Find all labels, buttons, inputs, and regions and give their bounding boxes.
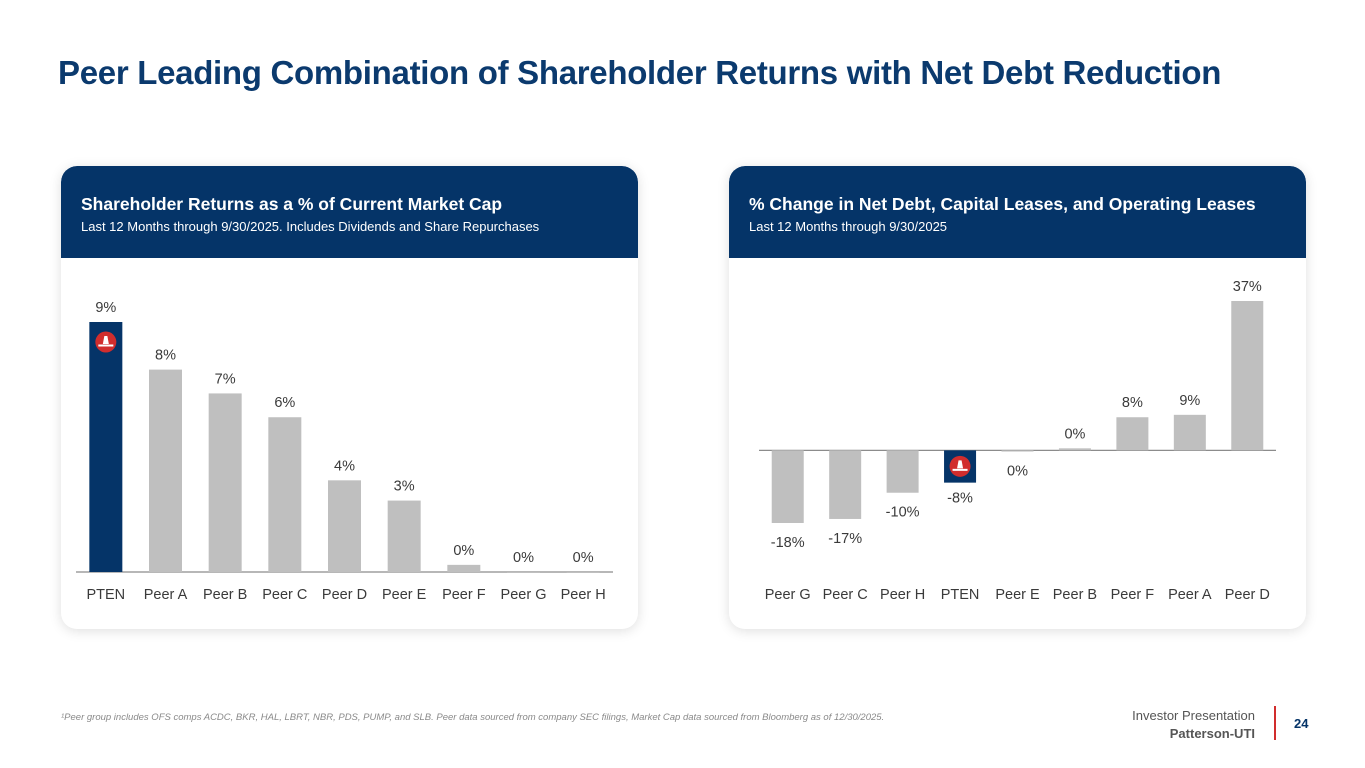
- net-debt-bar-peer-d: [1231, 301, 1264, 451]
- presentation-label: Investor Presentation: [1132, 708, 1255, 723]
- brand-block: Investor Presentation Patterson-UTI: [1132, 708, 1255, 741]
- net-debt-category-label-peer-f: Peer F: [1111, 587, 1155, 603]
- net-debt-bar-peer-c: [829, 450, 862, 519]
- returns-bar-peer-f: [447, 564, 481, 572]
- net-debt-bar-peer-g: [771, 450, 804, 523]
- net-debt-data-label-pten: -8%: [947, 491, 973, 507]
- returns-data-label-peer-c: 6%: [274, 395, 295, 411]
- net-debt-data-label-peer-e: 0%: [1007, 464, 1028, 480]
- returns-category-label-pten: PTEN: [86, 587, 125, 603]
- returns-data-label-pten: 9%: [95, 300, 116, 316]
- net-debt-change-title: % Change in Net Debt, Capital Leases, an…: [749, 194, 1256, 214]
- returns-data-label-peer-d: 4%: [334, 458, 355, 474]
- returns-patterson-uti-logo-icon-0: [95, 331, 117, 353]
- net-debt-data-label-peer-g: -18%: [771, 535, 805, 551]
- returns-bar-peer-c: [268, 417, 302, 572]
- returns-bar-peer-a: [149, 369, 182, 572]
- net-debt-patterson-uti-logo-icon-3: [949, 455, 971, 477]
- returns-bar-pten: [89, 322, 123, 572]
- net-debt-bar-peer-e: [1001, 450, 1034, 452]
- net-debt-category-label-peer-c: Peer C: [823, 587, 868, 603]
- returns-data-label-peer-h: 0%: [573, 550, 594, 566]
- net-debt-category-label-peer-g: Peer G: [765, 587, 811, 603]
- net-debt-bar-peer-h: [886, 450, 919, 493]
- shareholder-returns-card: Shareholder Returns as a % of Current Ma…: [61, 166, 638, 629]
- net-debt-change-chart: -18% Peer G -17% Peer C -10% Peer H -8% PTEN 0% P…: [759, 279, 1276, 603]
- net-debt-change-header: % Change in Net Debt, Capital Leases, an…: [729, 166, 1306, 258]
- returns-data-label-peer-a: 8%: [155, 348, 176, 364]
- returns-category-label-peer-d: Peer D: [322, 587, 367, 603]
- net-debt-data-label-peer-b: 0%: [1064, 426, 1085, 442]
- company-name: Patterson-UTI: [1169, 726, 1255, 741]
- shareholder-returns-header: Shareholder Returns as a % of Current Ma…: [61, 166, 638, 258]
- returns-bar-peer-e: [387, 500, 421, 572]
- net-debt-bar-peer-a: [1173, 414, 1206, 451]
- brand-divider: [1274, 706, 1276, 740]
- shareholder-returns-chart: 9% PTEN 8% Peer A 7% Peer B 6% Peer C 4% Peer D 3%…: [76, 300, 613, 603]
- returns-bar-peer-h: [566, 572, 600, 573]
- net-debt-change-card: % Change in Net Debt, Capital Leases, an…: [729, 166, 1306, 629]
- returns-bar-peer-b: [208, 393, 242, 572]
- returns-bar-peer-g: [507, 572, 540, 573]
- returns-data-label-peer-b: 7%: [215, 371, 236, 387]
- returns-category-label-peer-f: Peer F: [442, 587, 486, 603]
- net-debt-category-label-pten: PTEN: [941, 587, 980, 603]
- net-debt-category-label-peer-a: Peer A: [1168, 587, 1212, 603]
- net-debt-category-label-peer-e: Peer E: [995, 587, 1040, 603]
- net-debt-data-label-peer-h: -10%: [886, 505, 920, 521]
- page-number: 24: [1294, 716, 1309, 731]
- returns-bar-peer-d: [328, 480, 361, 572]
- net-debt-data-label-peer-c: -17%: [828, 531, 862, 547]
- shareholder-returns-title: Shareholder Returns as a % of Current Ma…: [81, 194, 503, 214]
- net-debt-change-subtitle: Last 12 Months through 9/30/2025: [749, 219, 948, 234]
- net-debt-bar-peer-f: [1116, 417, 1149, 451]
- returns-data-label-peer-e: 3%: [394, 479, 415, 495]
- net-debt-data-label-peer-f: 8%: [1122, 395, 1143, 411]
- net-debt-data-label-peer-a: 9%: [1179, 393, 1200, 409]
- returns-category-label-peer-e: Peer E: [382, 587, 427, 603]
- net-debt-bar-peer-b: [1058, 448, 1091, 451]
- footnote: ¹Peer group includes OFS comps ACDC, BKR…: [61, 712, 885, 723]
- net-debt-category-label-peer-d: Peer D: [1225, 587, 1270, 603]
- shareholder-returns-subtitle: Last 12 Months through 9/30/2025. Includ…: [81, 219, 540, 234]
- returns-category-label-peer-b: Peer B: [203, 587, 247, 603]
- net-debt-category-label-peer-h: Peer H: [880, 587, 925, 603]
- returns-category-label-peer-c: Peer C: [262, 587, 307, 603]
- returns-data-label-peer-f: 0%: [453, 543, 474, 559]
- returns-category-label-peer-a: Peer A: [144, 587, 188, 603]
- returns-data-label-peer-g: 0%: [513, 550, 534, 566]
- returns-category-label-peer-g: Peer G: [501, 587, 547, 603]
- net-debt-category-label-peer-b: Peer B: [1053, 587, 1097, 603]
- net-debt-data-label-peer-d: 37%: [1233, 279, 1262, 295]
- returns-category-label-peer-h: Peer H: [561, 587, 606, 603]
- page-title: Peer Leading Combination of Shareholder …: [58, 54, 1222, 91]
